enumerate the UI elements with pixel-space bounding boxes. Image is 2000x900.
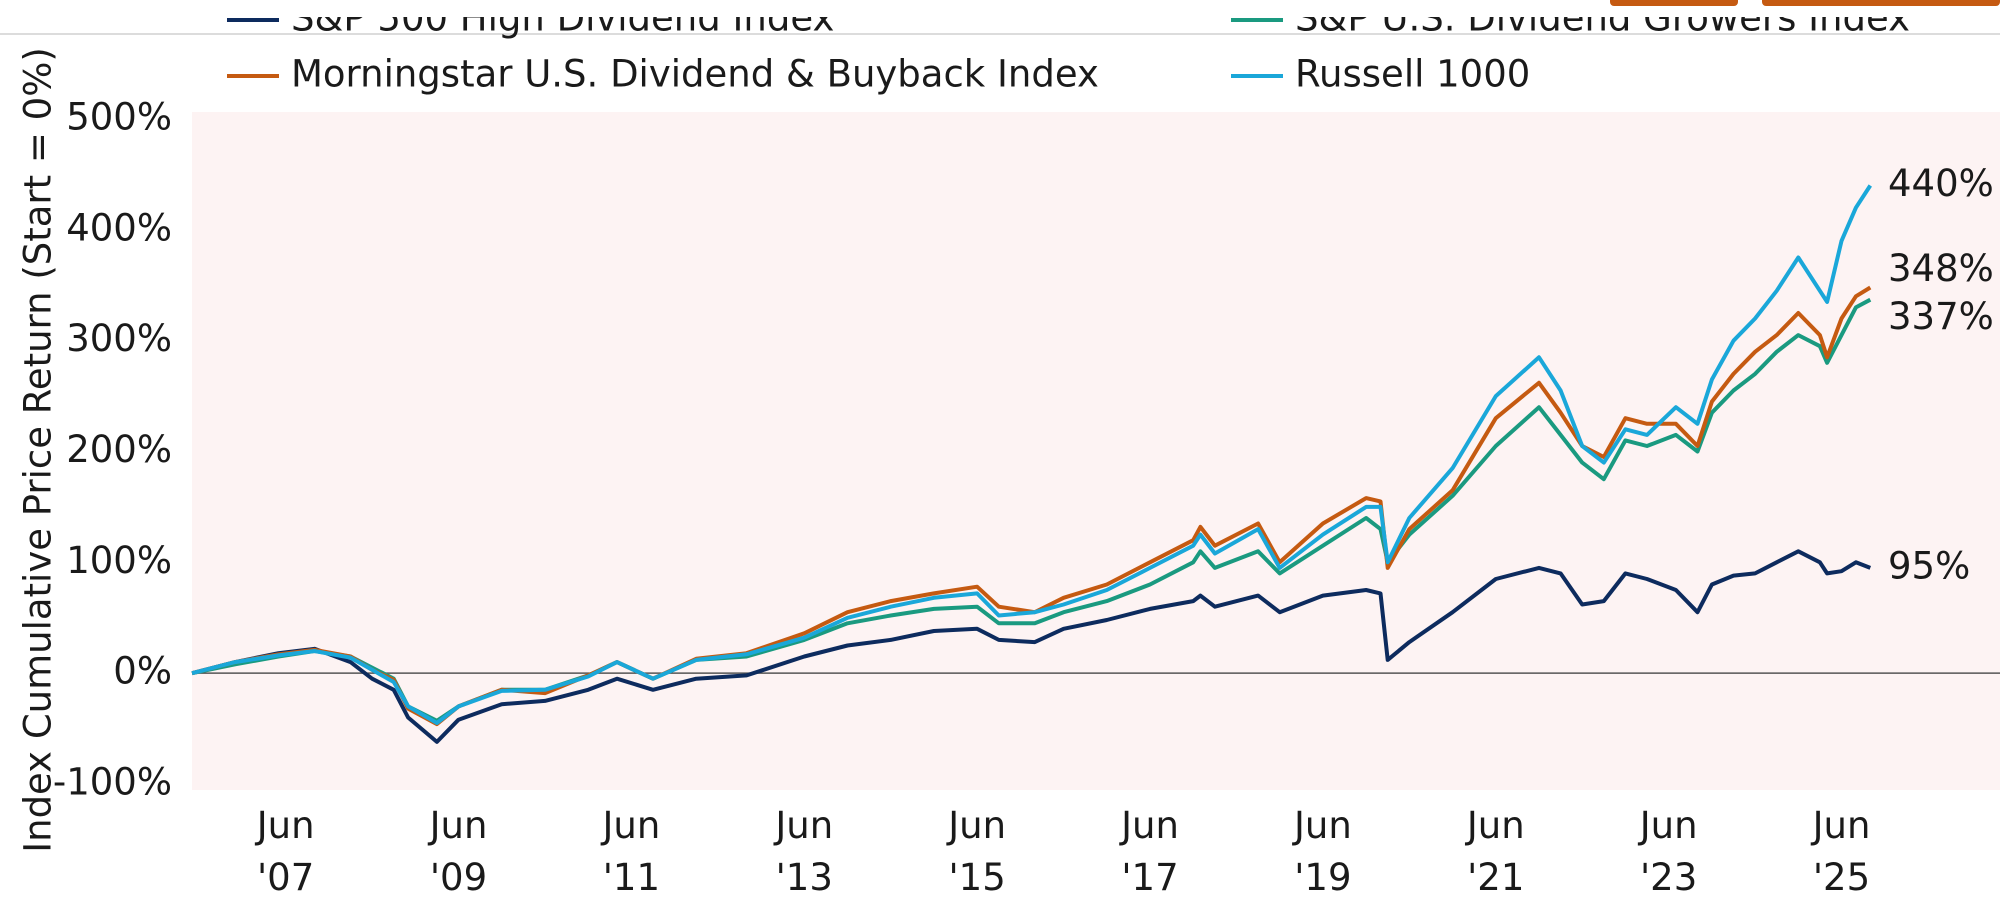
y-tick-label: -100% — [53, 761, 172, 804]
x-tick-label: Jun '21 — [1466, 804, 1525, 899]
legend-label: Morningstar U.S. Dividend & Buyback Inde… — [291, 53, 1099, 96]
y-tick-label: 500% — [66, 96, 172, 139]
y-tick-label: 0% — [113, 650, 172, 693]
end-label: 337% — [1888, 295, 1994, 338]
plot-background — [192, 112, 2000, 790]
header-button[interactable] — [1610, 0, 1738, 6]
y-tick-label: 200% — [66, 428, 172, 471]
legend-label: Russell 1000 — [1295, 53, 1530, 96]
end-label: 95% — [1888, 544, 1970, 587]
x-tick-label: Jun '11 — [602, 804, 661, 899]
header-button[interactable] — [1762, 0, 2000, 6]
x-tick-label: Jun '25 — [1812, 804, 1871, 899]
y-tick-label: 100% — [66, 539, 172, 582]
x-tick-label: Jun '13 — [775, 804, 834, 899]
x-tick-label: Jun '19 — [1293, 804, 1352, 899]
y-tick-label: 300% — [66, 317, 172, 360]
header — [0, 0, 2000, 17]
x-tick-label: Jun '09 — [429, 804, 488, 899]
end-label: 348% — [1888, 247, 1994, 290]
end-label: 440% — [1888, 162, 1994, 205]
y-tick-label: 400% — [66, 206, 172, 249]
x-tick-label: Jun '07 — [256, 804, 315, 899]
series-line — [191, 549, 1872, 744]
series-line — [191, 184, 1872, 725]
y-axis-label: Index Cumulative Price Return (Start = 0… — [17, 47, 60, 853]
x-tick-label: Jun '17 — [1121, 804, 1179, 899]
x-tick-label: Jun '23 — [1639, 804, 1698, 899]
x-tick-label: Jun '15 — [948, 804, 1007, 899]
